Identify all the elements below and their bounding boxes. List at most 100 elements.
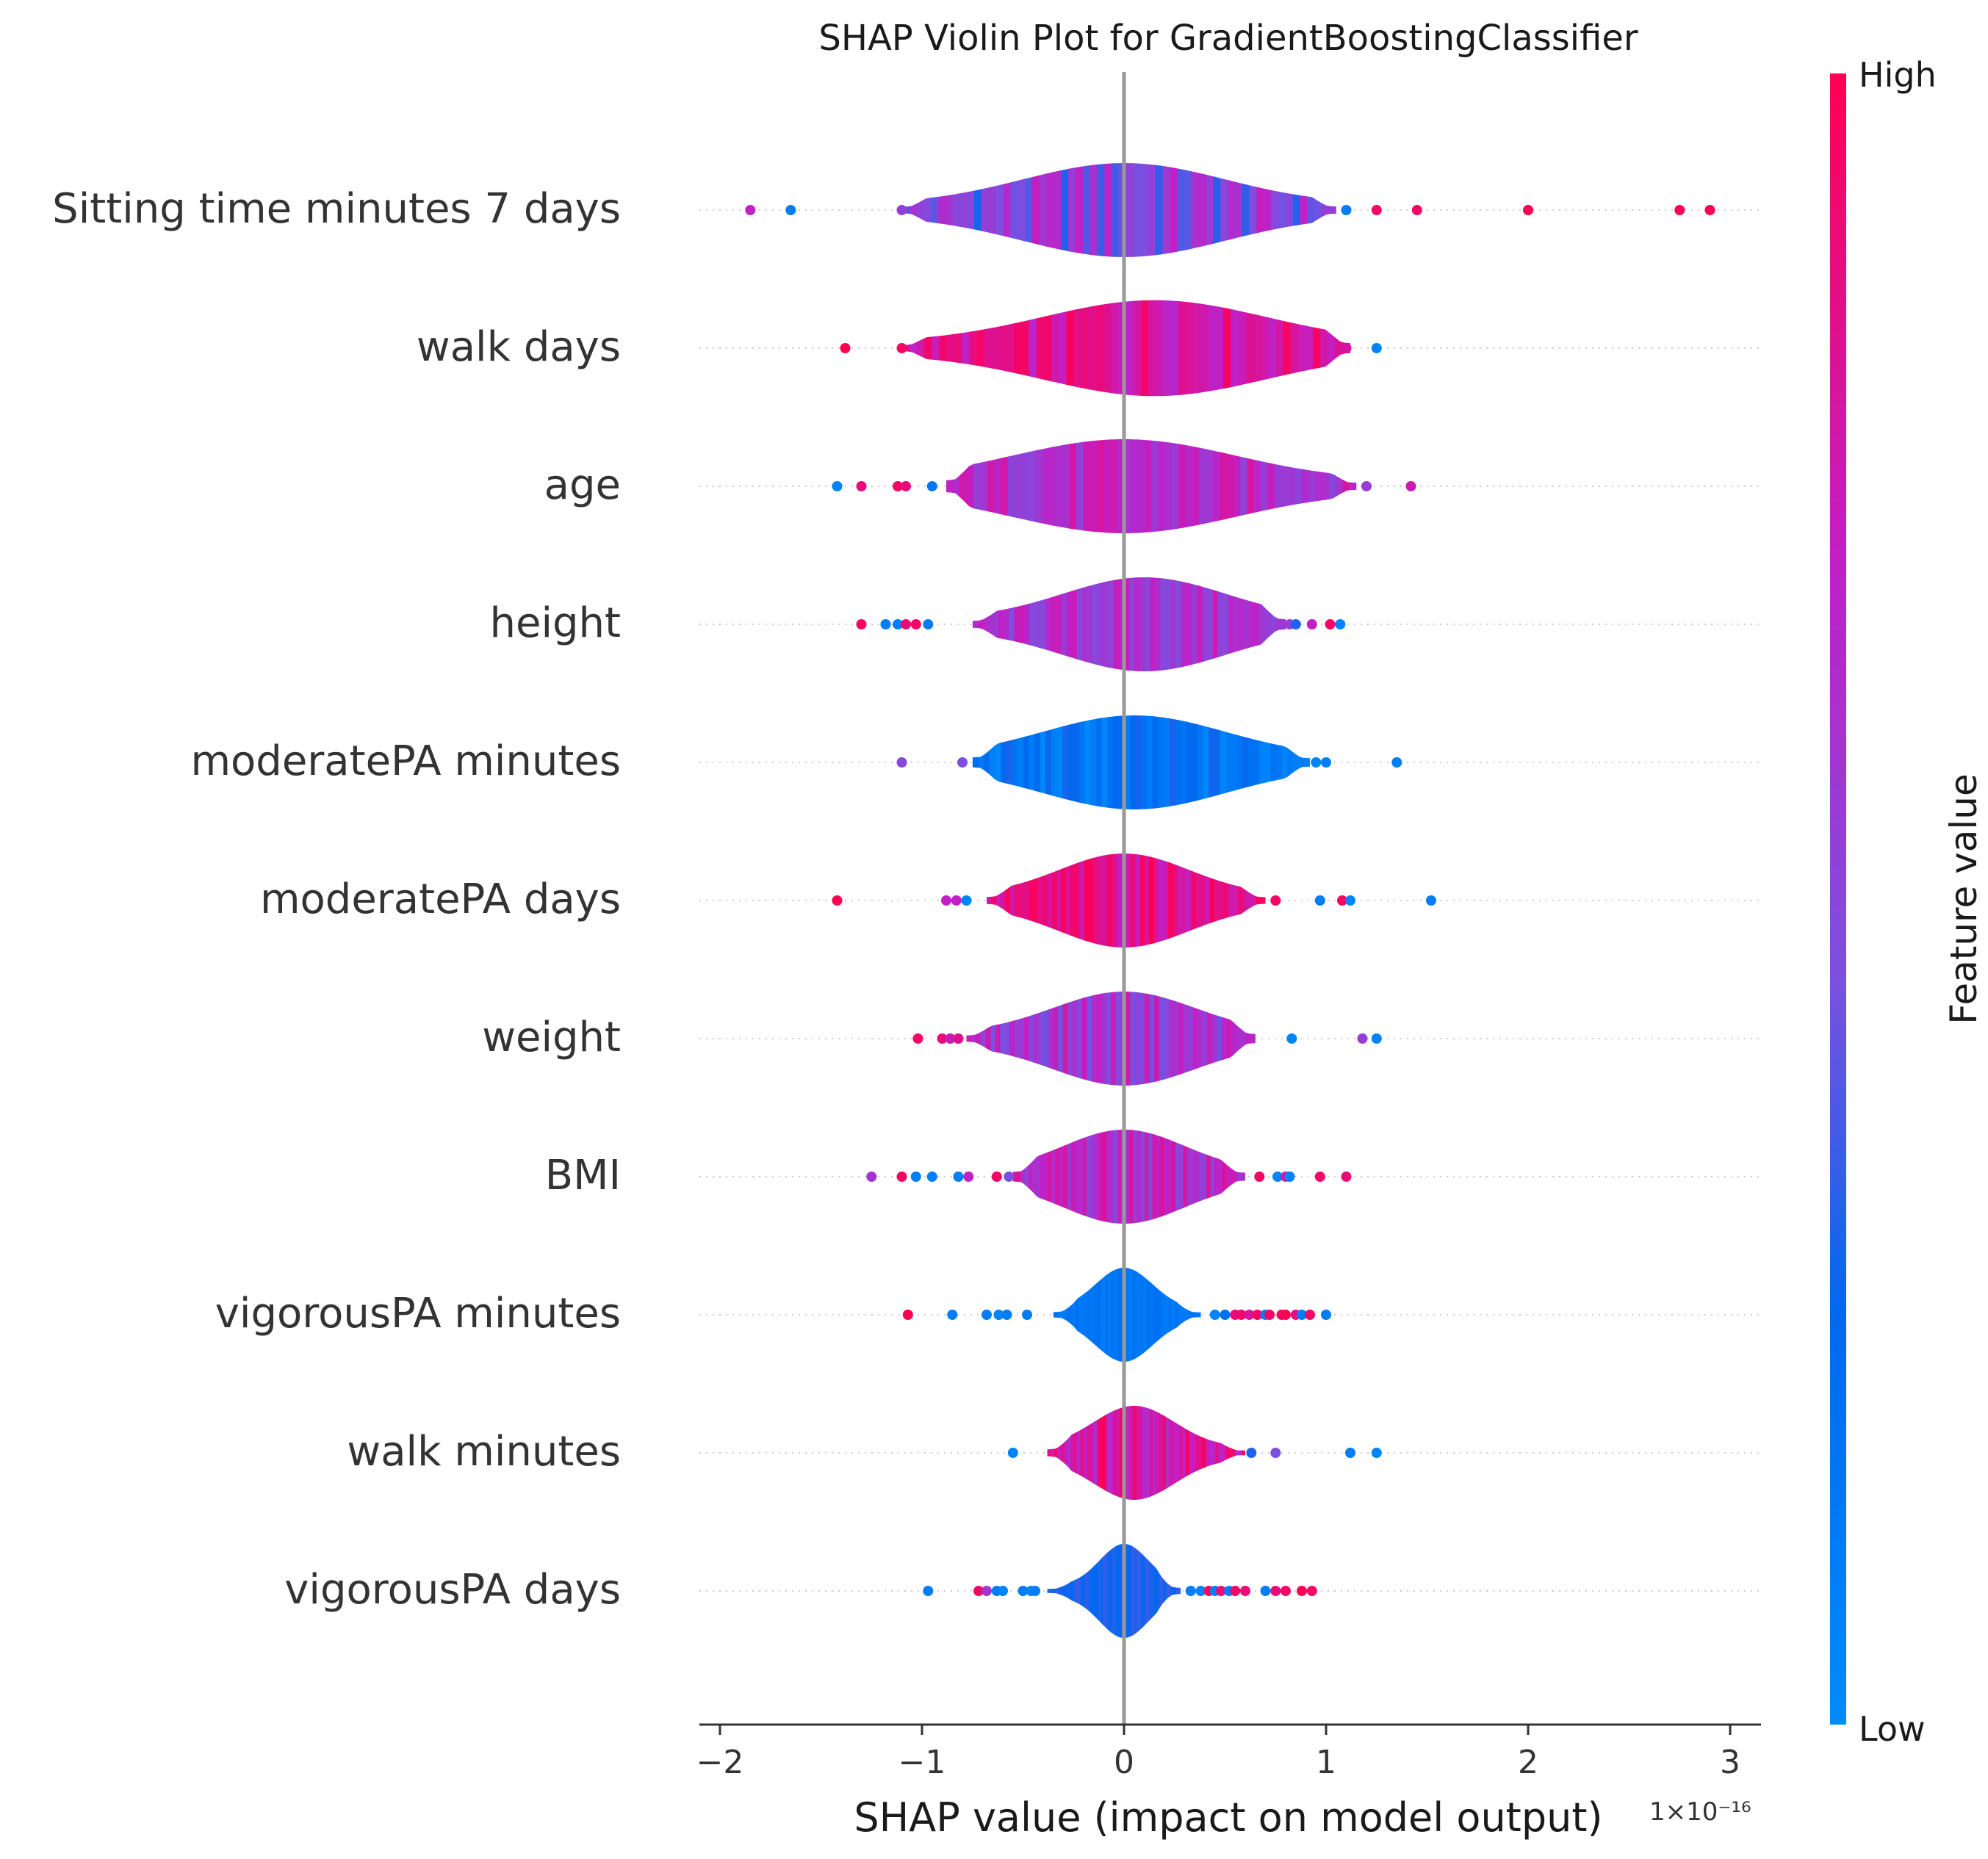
violin-slice	[1281, 715, 1289, 809]
shap-point	[953, 1033, 964, 1044]
violin-slice	[1186, 1130, 1192, 1224]
violin-slice	[1308, 439, 1317, 533]
violin-slice	[1176, 1268, 1180, 1362]
violin-slice	[1102, 1268, 1106, 1362]
violin-slice	[1217, 577, 1224, 671]
violin-slice	[1053, 992, 1059, 1086]
violin-slice	[1301, 439, 1309, 533]
violin-slice	[1156, 1268, 1160, 1362]
violin-slice	[1054, 1544, 1057, 1638]
shap-point	[998, 1586, 1008, 1596]
violin-slice	[1138, 1544, 1142, 1638]
violin-slice	[1236, 715, 1243, 809]
violin-slice	[1173, 853, 1178, 947]
violin-slice	[1043, 992, 1049, 1086]
violin-slice	[1120, 1268, 1123, 1362]
violin-slice	[1107, 853, 1113, 947]
violin-slice	[1202, 577, 1209, 671]
violin-slice	[909, 163, 918, 257]
violin-slice	[1147, 715, 1153, 809]
feature-label: walk days	[417, 323, 621, 371]
violin-slice	[1126, 300, 1134, 397]
violin-slice	[1040, 1130, 1045, 1224]
violin-slice	[1093, 1406, 1098, 1500]
shap-point	[1357, 1033, 1368, 1044]
violin-slice	[1103, 577, 1109, 671]
violin-slice	[1118, 1544, 1122, 1638]
violin-slice	[1048, 992, 1054, 1086]
violin-slice	[959, 439, 968, 533]
violin-slice	[1275, 577, 1281, 671]
violin-slice	[1181, 853, 1187, 947]
violin-slice	[1060, 1544, 1064, 1638]
violin-slice	[1165, 577, 1172, 671]
violin-slice	[1047, 1544, 1051, 1638]
violin-slice	[1118, 715, 1126, 809]
violin-slice	[1116, 1406, 1121, 1500]
violin-slice	[1153, 853, 1159, 947]
violin-slice	[1195, 1130, 1200, 1224]
violin-slice	[1106, 1130, 1111, 1224]
violin-slice	[1314, 163, 1322, 257]
violin-slice	[973, 439, 982, 533]
violin-slice	[1259, 577, 1266, 671]
violin-slice	[1167, 853, 1173, 947]
violin-row	[699, 1544, 1761, 1638]
violin-slice	[1117, 1130, 1123, 1224]
violin-slice	[1223, 853, 1229, 947]
violin-slice	[1084, 715, 1092, 809]
violin-slice	[1288, 439, 1296, 533]
violin-slice	[1209, 715, 1215, 809]
violin-slice	[1087, 992, 1092, 1086]
violin-slice	[1135, 853, 1141, 947]
violin-slice	[1076, 1406, 1081, 1500]
violin-row	[699, 577, 1761, 671]
violin-slice	[1166, 1268, 1170, 1362]
violin-slice	[1128, 577, 1135, 671]
violin-slice	[1237, 853, 1243, 947]
violin-slice	[1059, 300, 1067, 397]
violin-slice	[1090, 163, 1098, 257]
violin-slice	[1239, 577, 1245, 671]
violin-slice	[1073, 1406, 1078, 1500]
violin-slice	[1153, 1406, 1157, 1500]
violin-slice	[1057, 1406, 1062, 1500]
violin-slice	[1065, 853, 1071, 947]
shap-point	[1260, 1586, 1271, 1596]
violin-slice	[1078, 1544, 1081, 1638]
violin-slice	[1292, 163, 1301, 257]
violin-slice	[1228, 853, 1234, 947]
violin-slice	[1164, 1268, 1167, 1362]
violin-slice	[1042, 439, 1050, 533]
violin-slice	[1067, 1130, 1072, 1224]
violin-slice	[1136, 1544, 1139, 1638]
violin-slice	[1247, 715, 1255, 809]
violin-slice	[1092, 577, 1098, 671]
violin-slice	[1148, 1130, 1153, 1224]
violin-slice	[1281, 439, 1289, 533]
violin-slice	[1024, 1130, 1029, 1224]
violin-slice	[1206, 163, 1214, 257]
shap-point	[1216, 1586, 1226, 1596]
violin-slice	[1082, 1130, 1087, 1224]
violin-slice	[1173, 992, 1179, 1086]
violin-slice	[939, 300, 948, 397]
feature-label: vigorousPA minutes	[215, 1290, 621, 1338]
violin-slice	[1202, 992, 1209, 1086]
violin-slice	[1112, 163, 1120, 257]
violin-slice	[1049, 1544, 1053, 1638]
violin-slice	[1228, 577, 1234, 671]
violin-slice	[1104, 163, 1113, 257]
violin-slice	[1170, 577, 1177, 671]
violin-slice	[1139, 1268, 1142, 1362]
violin-slice	[1141, 715, 1148, 809]
violin-slice	[1219, 1406, 1223, 1500]
violin-slice	[1167, 1544, 1170, 1638]
violin-slice	[1058, 992, 1064, 1086]
shap-point	[1311, 757, 1322, 768]
violin-slice	[1045, 715, 1052, 809]
violin-slice	[991, 300, 1000, 397]
violin-slice	[1098, 577, 1104, 671]
violin-slice	[1223, 300, 1231, 397]
